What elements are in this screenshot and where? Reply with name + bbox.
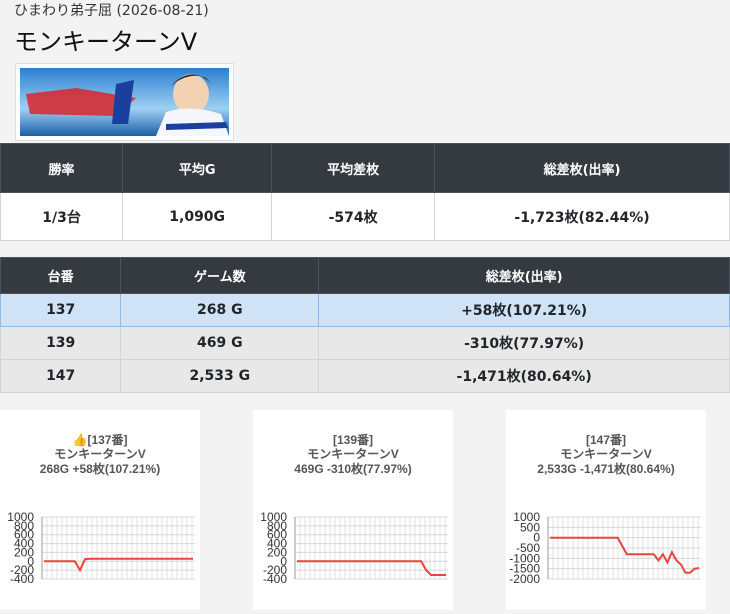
data-line — [550, 536, 700, 574]
chart-card: 👍[137番] モンキーターンV 268G +58枚(107.21%) 1000 800… — [0, 410, 200, 610]
chart-annotation: 268G +58枚(107.21%) — [40, 461, 160, 476]
y-tick-label: 800 — [14, 519, 34, 533]
data-line — [297, 560, 446, 576]
chart-title: [147番] — [586, 432, 626, 447]
y-tick-label: -500 — [516, 541, 540, 555]
table-cell: 469 G — [120, 326, 320, 360]
table-cell: 1,090G — [122, 192, 273, 241]
banner-image — [15, 63, 234, 141]
chart-card: [139番] モンキーターンV 469G -310枚(77.97%) 1000 800 6… — [253, 410, 453, 610]
machine-table: 台番 ゲーム数 総差枚(出率) 137 268 G +58枚(107.21%) 139 469… — [0, 257, 730, 393]
y-tick-label: 600 — [14, 528, 34, 542]
table-row: 137 268 G +58枚(107.21%) — [0, 293, 730, 327]
store-date: ひまわり弟子屈 (2026-08-21) — [14, 3, 209, 19]
header-cell: 平均差枚 — [271, 143, 436, 193]
banner-art — [20, 68, 229, 136]
y-tick-label: -400 — [10, 572, 34, 586]
y-tick-label: -2000 — [509, 572, 540, 586]
y-tick-label: -1000 — [509, 551, 540, 565]
y-tick-label: 400 — [267, 537, 287, 551]
header-cell: 総差枚(出率) — [434, 143, 730, 193]
table-cell: 147 — [0, 359, 122, 393]
chart-annotation: 469G -310枚(77.97%) — [294, 461, 411, 476]
y-tick-label: 0 — [533, 531, 540, 545]
chart-subtitle: モンキーターンV — [54, 447, 145, 461]
table-row: 147 2,533 G -1,471枚(80.64%) — [0, 359, 730, 393]
header-cell: 勝率 — [0, 143, 124, 193]
chart-subtitle: モンキーターンV — [307, 447, 398, 461]
table-cell: -1,471枚(80.64%) — [318, 359, 730, 393]
y-tick-label: 1000 — [513, 510, 540, 524]
table-row: 1/3台 1,090G -574枚 -1,723枚(82.44%) — [0, 192, 730, 241]
y-tick-label: -200 — [10, 563, 34, 577]
y-tick-label: -1500 — [509, 562, 540, 576]
page-title: モンキーターンV — [14, 28, 198, 56]
header-cell: 総差枚(出率) — [318, 257, 730, 294]
table-cell: 268 G — [120, 293, 320, 327]
table-cell: 137 — [0, 293, 122, 327]
summary-table: 勝率 平均G 平均差枚 総差枚(出率) 1/3台 1,090G -574枚 -1,723枚(8… — [0, 143, 730, 241]
y-tick-label: 0 — [27, 554, 34, 568]
y-tick-label: 200 — [14, 545, 34, 559]
header-cell: 平均G — [122, 143, 273, 193]
y-tick-label: 1000 — [7, 510, 34, 524]
y-tick-label: -200 — [263, 563, 287, 577]
y-tick-label: 0 — [280, 554, 287, 568]
table-cell: +58枚(107.21%) — [318, 293, 730, 327]
table-cell: 139 — [0, 326, 122, 360]
table-row: 139 469 G -310枚(77.97%) — [0, 326, 730, 360]
chart-subtitle: モンキーターンV — [560, 447, 651, 461]
y-tick-label: 200 — [267, 545, 287, 559]
table-cell: -310枚(77.97%) — [318, 326, 730, 360]
table-cell: 2,533 G — [120, 359, 320, 393]
y-tick-label: 800 — [267, 519, 287, 533]
y-tick-label: 500 — [520, 520, 540, 534]
table-cell: 1/3台 — [0, 192, 124, 241]
chart-title: 👍[137番] — [73, 432, 128, 447]
y-tick-label: -400 — [263, 572, 287, 586]
table-cell: -1,723枚(82.44%) — [434, 192, 730, 241]
y-tick-label: 1000 — [260, 510, 287, 524]
header-cell: 台番 — [0, 257, 122, 294]
chart-title: [139番] — [333, 432, 373, 447]
table-cell: -574枚 — [271, 192, 436, 241]
header-row: 台番 ゲーム数 総差枚(出率) — [0, 257, 730, 294]
y-tick-label: 600 — [267, 528, 287, 542]
data-line — [44, 557, 193, 573]
y-tick-label: 400 — [14, 537, 34, 551]
chart-annotation: 2,533G -1,471枚(80.64%) — [537, 461, 674, 476]
header-cell: ゲーム数 — [120, 257, 320, 294]
chart-card: [147番] モンキーターンV 2,533G -1,471枚(80.64%) 1000… — [506, 410, 706, 610]
header-row: 勝率 平均G 平均差枚 総差枚(出率) — [0, 143, 730, 193]
